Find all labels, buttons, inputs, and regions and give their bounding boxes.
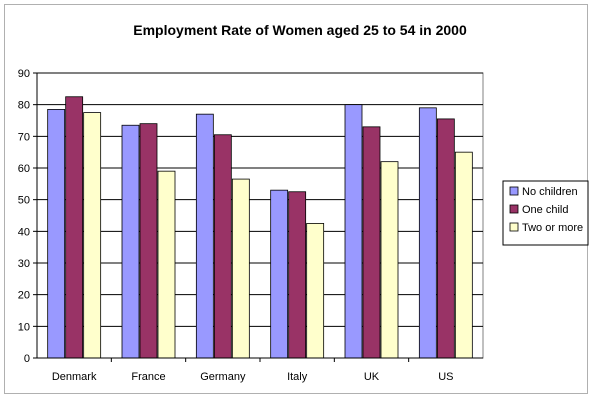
x-tick-label: France — [131, 371, 165, 383]
bar-two-or-more — [454, 151, 473, 359]
y-tick-label: 70 — [18, 131, 30, 143]
x-tick-label: Italy — [287, 371, 308, 383]
x-tick-label: Denmark — [52, 371, 97, 383]
bar-no-children — [344, 104, 363, 359]
bar-no-children — [418, 107, 437, 359]
bar-no-children — [270, 189, 289, 359]
legend-swatch — [509, 222, 519, 232]
y-tick-label: 40 — [18, 226, 30, 238]
y-tick-label: 0 — [24, 353, 30, 365]
y-tick-label: 20 — [18, 290, 30, 302]
legend-label: Two or more — [522, 222, 583, 234]
x-tick-label: Germany — [200, 371, 246, 383]
bar-no-children — [195, 113, 214, 359]
bar-one-child — [436, 118, 455, 359]
bar-two-or-more — [306, 223, 325, 359]
bars-group — [47, 96, 473, 359]
legend-label: One child — [522, 204, 568, 216]
bar-two-or-more — [157, 170, 176, 359]
bar-two-or-more — [380, 161, 399, 359]
legend: No children One child Two or more — [502, 180, 589, 246]
x-tick-label: UK — [364, 371, 380, 383]
gridlines — [37, 72, 483, 327]
y-tick-label: 90 — [18, 68, 30, 80]
bar-one-child — [362, 126, 381, 359]
y-axis-ticks: 0 10 20 30 40 50 60 70 80 90 — [18, 68, 37, 365]
plot-area — [36, 72, 484, 359]
x-axis-ticks: Denmark France Germany Italy UK US — [52, 358, 453, 383]
bar-one-child — [139, 123, 158, 359]
bar-one-child — [288, 191, 307, 359]
legend-swatch — [509, 186, 519, 196]
x-tick-label: US — [438, 371, 453, 383]
chart-title: Employment Rate of Women aged 25 to 54 i… — [133, 22, 467, 38]
y-tick-label: 80 — [18, 100, 30, 112]
y-tick-label: 60 — [18, 163, 30, 175]
bar-no-children — [121, 124, 140, 359]
y-tick-label: 50 — [18, 195, 30, 207]
legend-label: No children — [522, 186, 578, 198]
y-tick-label: 10 — [18, 321, 30, 333]
y-tick-label: 30 — [18, 258, 30, 270]
bar-one-child — [65, 96, 84, 359]
bar-two-or-more — [83, 112, 102, 359]
legend-swatch — [509, 204, 519, 214]
bar-two-or-more — [231, 178, 250, 359]
bar-one-child — [213, 134, 232, 359]
bar-no-children — [47, 109, 66, 359]
